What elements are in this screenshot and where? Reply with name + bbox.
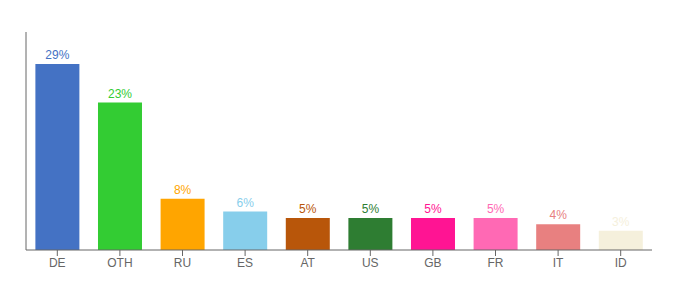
svg-text:23%: 23% bbox=[108, 87, 132, 101]
svg-text:DE: DE bbox=[49, 256, 66, 270]
svg-text:FR: FR bbox=[488, 256, 504, 270]
svg-text:5%: 5% bbox=[424, 202, 442, 216]
svg-text:IT: IT bbox=[553, 256, 564, 270]
svg-text:5%: 5% bbox=[299, 202, 317, 216]
svg-text:4%: 4% bbox=[550, 208, 568, 222]
svg-text:8%: 8% bbox=[174, 183, 192, 197]
svg-text:RU: RU bbox=[174, 256, 191, 270]
svg-text:ID: ID bbox=[615, 256, 627, 270]
svg-text:GB: GB bbox=[424, 256, 441, 270]
svg-text:5%: 5% bbox=[487, 202, 505, 216]
svg-text:6%: 6% bbox=[237, 196, 255, 210]
svg-text:ES: ES bbox=[237, 256, 253, 270]
svg-text:5%: 5% bbox=[362, 202, 380, 216]
svg-text:29%: 29% bbox=[45, 48, 69, 62]
svg-text:OTH: OTH bbox=[107, 256, 132, 270]
svg-text:3%: 3% bbox=[612, 215, 630, 229]
svg-text:AT: AT bbox=[300, 256, 315, 270]
svg-text:US: US bbox=[362, 256, 379, 270]
